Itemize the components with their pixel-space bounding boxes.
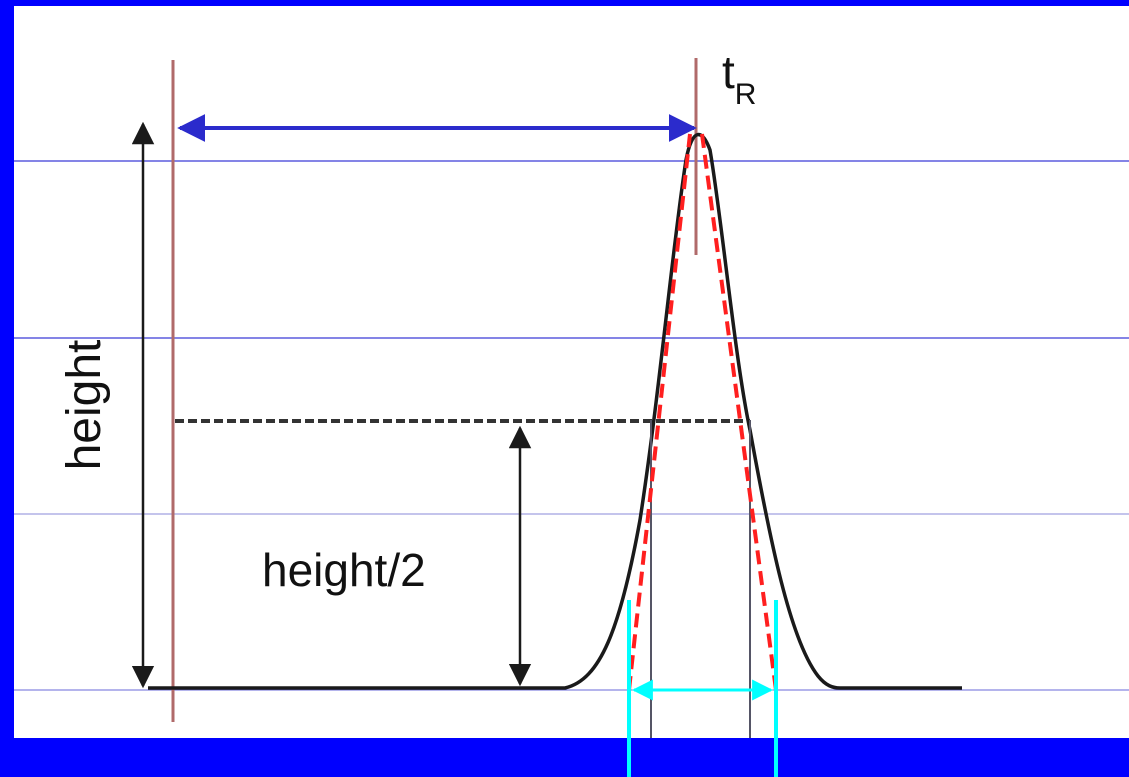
left-tangent-line (627, 133, 692, 691)
right-tangent-line (700, 133, 778, 691)
retention-time-label: tR (722, 46, 756, 111)
retention-time-symbol: t (722, 46, 735, 98)
retention-time-subscript: R (735, 78, 757, 111)
bottom-band (0, 738, 1129, 777)
canvas-background (14, 6, 1129, 738)
chromatogram-peak-curve (148, 132, 962, 690)
half-height-label: height/2 (262, 544, 426, 596)
height-label: height (58, 340, 111, 471)
